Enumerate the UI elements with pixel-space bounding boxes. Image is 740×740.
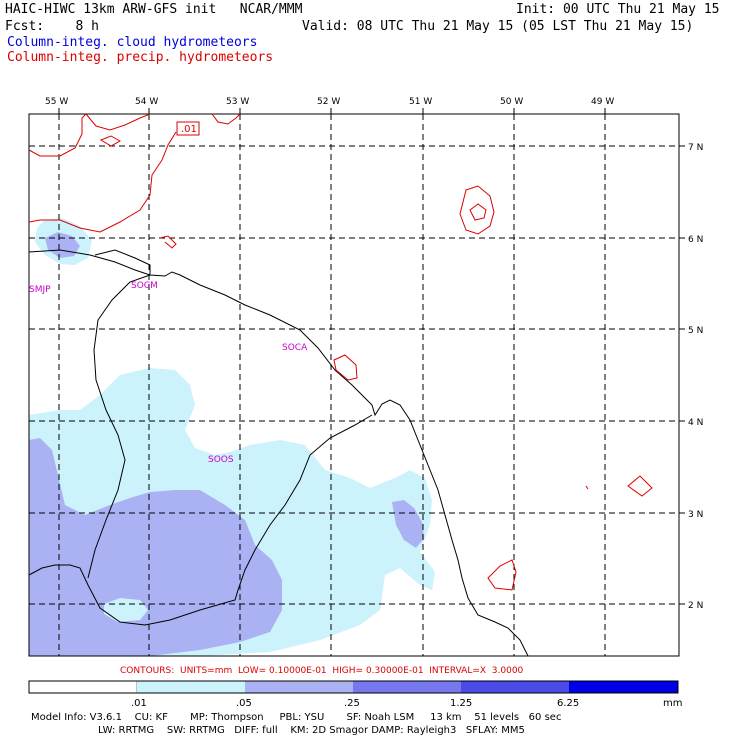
coastlines-borders xyxy=(29,249,529,656)
lat-label: 5 N xyxy=(688,326,703,336)
precip-contour-hook xyxy=(159,235,177,249)
colorbar-tick: 1.25 xyxy=(450,698,472,709)
model-info-line1: Model Info: V3.6.1 CU: KF MP: Thompson P… xyxy=(31,712,562,723)
border-suriname-french-guiana xyxy=(94,249,151,275)
forecast-hour: Fcst: 8 h xyxy=(5,19,99,34)
precip-contour-south xyxy=(487,559,517,591)
lat-label: 6 N xyxy=(688,235,703,245)
cloud-fill-medium xyxy=(29,438,282,656)
cloud-hydrometeor-fill xyxy=(29,218,435,656)
precip-contour-north xyxy=(85,114,151,131)
lon-label: 52 W xyxy=(317,97,340,107)
model-info-line2: LW: RRTMG SW: RRTMG DIFF: full KM: 2D Sm… xyxy=(98,725,525,736)
colorbar-tick: .05 xyxy=(236,698,252,709)
border-inner-suriname xyxy=(87,274,151,579)
colorbar-tick: .25 xyxy=(344,698,360,709)
lat-label: 2 N xyxy=(688,601,703,611)
right-ticks xyxy=(58,108,685,605)
legend-precip-hydrometeors: Column-integ. precip. hydrometeors xyxy=(7,50,274,65)
init-time: Init: 00 UTC Thu 21 May 15 xyxy=(516,2,720,17)
lat-lon-grid xyxy=(29,114,679,656)
colorbar-tick: 6.25 xyxy=(557,698,579,709)
precip-contour-soca xyxy=(333,354,358,381)
precip-contour-diamond xyxy=(99,135,122,147)
lat-label: 4 N xyxy=(688,418,703,428)
map-frame xyxy=(28,113,680,657)
lon-label: 49 W xyxy=(591,97,614,107)
lon-label: 50 W xyxy=(500,97,523,107)
station-label: SOCA xyxy=(282,343,308,353)
contours-info: CONTOURS: UNITS=mm LOW= 0.10000E-01 HIGH… xyxy=(120,666,524,676)
precip-contour-ne-arm xyxy=(29,131,177,233)
lon-label: 54 W xyxy=(135,97,158,107)
run-title: HAIC-HIWC 13km ARW-GFS init NCAR/MMM xyxy=(5,2,303,17)
precip-contour-top-small xyxy=(211,114,241,125)
colorbar-tick: .01 xyxy=(131,698,147,709)
precip-contour-dot xyxy=(585,485,589,490)
lon-label: 53 W xyxy=(226,97,249,107)
contour-label-box xyxy=(176,121,200,136)
colorbar-unit: mm xyxy=(663,698,682,709)
lon-label: 51 W xyxy=(409,97,432,107)
station-label: SMJP xyxy=(29,285,51,295)
border-french-guiana-brazil xyxy=(29,414,373,626)
legend-cloud-hydrometeors: Column-integ. cloud hydrometeors xyxy=(7,35,258,50)
precip-contour-outer-ring xyxy=(459,185,495,235)
lon-label: 55 W xyxy=(45,97,68,107)
contour-label: .01 xyxy=(181,124,197,135)
precip-contour-east xyxy=(627,475,653,497)
station-label: SOCM xyxy=(131,281,158,291)
precip-contour-nw xyxy=(29,114,87,157)
lat-label: 7 N xyxy=(688,143,703,153)
colorbar xyxy=(28,680,679,694)
station-label: SOOS xyxy=(208,455,234,465)
lat-label: 3 N xyxy=(688,510,703,520)
valid-time: Valid: 08 UTC Thu 21 May 15 (05 LST Thu … xyxy=(302,19,694,34)
cloud-fill-medium-east xyxy=(392,500,424,548)
precip-contour-inner-ring xyxy=(469,203,487,221)
precip-contours xyxy=(29,114,653,591)
coastline xyxy=(29,249,529,656)
